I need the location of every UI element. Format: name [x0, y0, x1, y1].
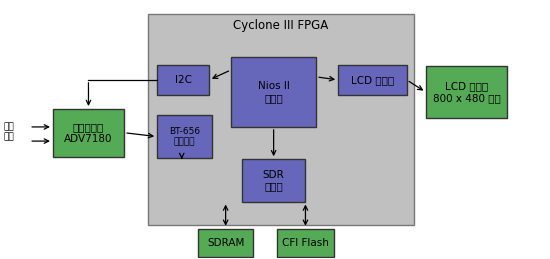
Text: Cyclone III FPGA: Cyclone III FPGA	[233, 19, 328, 32]
Text: CFI Flash: CFI Flash	[282, 238, 329, 248]
Bar	[157, 115, 212, 158]
Text: LCD 題示器
800 x 480 像素: LCD 題示器 800 x 480 像素	[433, 81, 500, 103]
Bar	[53, 109, 124, 156]
Text: Nios II
處理器: Nios II 處理器	[258, 81, 289, 103]
Bar	[198, 229, 253, 257]
Text: BT-656
視訊輸入: BT-656 視訊輸入	[169, 127, 200, 146]
Bar	[157, 65, 209, 95]
Text: 視訊
輸入: 視訊 輸入	[3, 122, 14, 142]
Text: I2C: I2C	[174, 75, 191, 85]
Bar	[338, 65, 406, 95]
Bar	[231, 57, 316, 127]
Bar	[242, 159, 305, 202]
Bar	[426, 66, 507, 118]
Text: 視訊解碼器
ADV7180: 視訊解碼器 ADV7180	[64, 122, 113, 143]
Text: SDRAM: SDRAM	[207, 238, 244, 248]
Text: SDR
控制器: SDR 控制器	[263, 170, 284, 191]
Bar	[277, 229, 334, 257]
Bar	[148, 13, 414, 225]
Text: LCD 控制器: LCD 控制器	[351, 75, 394, 85]
